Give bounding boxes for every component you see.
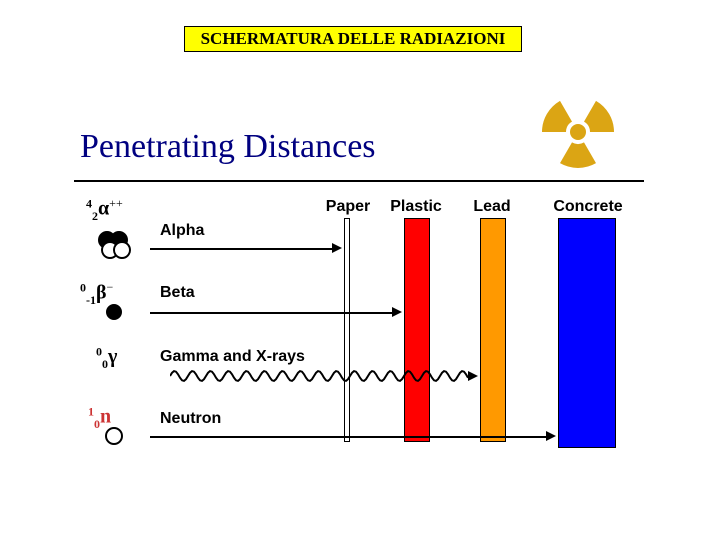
arrow-beta <box>150 312 392 314</box>
barrier-paper <box>344 218 350 442</box>
barrier-concrete <box>558 218 616 448</box>
symbol-alpha: 42α++ <box>86 196 123 224</box>
radiation-trefoil-icon <box>542 96 614 168</box>
divider <box>74 180 644 182</box>
row-label-beta: Beta <box>160 284 195 302</box>
arrow-neutron <box>150 436 546 438</box>
symbol-neutron: 10n <box>88 404 111 432</box>
arrow-head-beta <box>392 307 402 317</box>
row-label-gamma: Gamma and X-rays <box>160 348 305 366</box>
subtitle: Penetrating Distances <box>80 128 376 166</box>
barrier-lead <box>480 218 506 442</box>
barrier-label-paper: Paper <box>326 198 370 216</box>
particle-neutron-0 <box>105 427 123 445</box>
arrow-head-alpha <box>332 243 342 253</box>
barrier-plastic <box>404 218 430 442</box>
arrow-gamma <box>170 369 468 383</box>
symbol-beta: 0-1β− <box>80 280 113 308</box>
row-label-neutron: Neutron <box>160 410 221 428</box>
radiation-trefoil-svg <box>542 96 614 168</box>
symbol-gamma: 00γ <box>96 344 117 372</box>
title-banner: SCHERMATURA DELLE RADIAZIONI <box>184 26 522 52</box>
arrow-alpha <box>150 248 332 250</box>
barrier-label-concrete: Concrete <box>553 198 622 216</box>
particle-beta-0 <box>106 304 122 320</box>
particle-alpha-3 <box>113 241 131 259</box>
row-label-alpha: Alpha <box>160 222 204 240</box>
arrow-head-neutron <box>546 431 556 441</box>
barrier-label-lead: Lead <box>473 198 510 216</box>
barrier-label-plastic: Plastic <box>390 198 442 216</box>
arrow-head-gamma <box>468 371 478 381</box>
